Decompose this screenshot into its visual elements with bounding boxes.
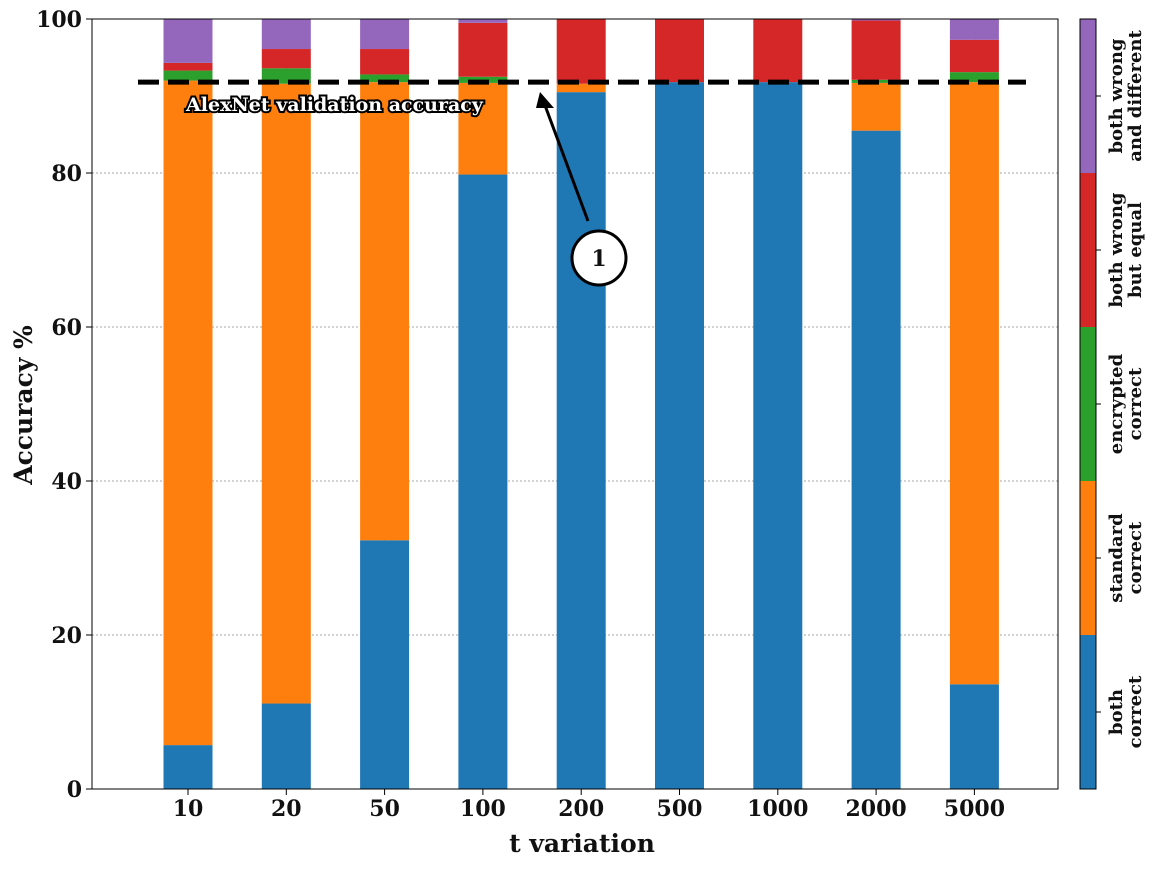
bar-segment-500-both-correct <box>655 82 704 789</box>
legend-label: encryptedcorrect <box>1106 353 1146 454</box>
legend-swatch-both-wrong-and-different <box>1080 19 1096 173</box>
legend-label-line: and different <box>1125 30 1146 162</box>
annotation-number: 1 <box>591 246 606 272</box>
y-tick-label: 100 <box>36 7 82 33</box>
x-tick-label: 2000 <box>845 796 906 822</box>
legend-label-line: but equal <box>1125 202 1146 298</box>
legend-swatch-encrypted-correct <box>1080 327 1096 481</box>
plot-frame <box>91 18 1059 790</box>
bar-segment-2000-both-wrong-but-equal <box>851 20 901 80</box>
legend-label: both wrongbut equal <box>1106 192 1146 307</box>
bar-segment-50-standard-correct <box>360 82 410 541</box>
bar-segment-2000-both-correct <box>851 130 901 789</box>
bar-segment-50-both-correct <box>360 540 410 789</box>
bar-segment-10-standard-correct <box>163 80 213 746</box>
bars <box>163 19 999 790</box>
legend-label: bothcorrect <box>1106 675 1146 748</box>
bar-segment-10-both-correct <box>163 745 213 789</box>
bar-segment-1000-both-correct <box>753 82 803 789</box>
bar-segment-500-both-wrong-but-equal <box>655 19 704 83</box>
bar-segment-100-both-wrong-but-equal <box>458 22 508 77</box>
annotation-circle <box>570 229 628 287</box>
bar-segment-20-both-wrong-and-different <box>261 19 311 50</box>
legend-swatch-standard-correct <box>1080 481 1096 635</box>
reference-line-label: AlexNet validation accuracy <box>185 94 484 116</box>
legend-label: both wrongand different <box>1106 30 1146 162</box>
bar-segment-50-encrypted-correct <box>360 74 410 83</box>
bar-segment-5000-both-correct <box>949 684 999 789</box>
bar-segment-1000-both-wrong-but-equal <box>753 19 803 83</box>
bar-segment-2000-both-wrong-and-different <box>851 19 901 21</box>
bar-segment-20-both-wrong-but-equal <box>261 49 311 69</box>
legend-frame <box>1079 18 1097 790</box>
legend-label-line: correct <box>1125 521 1146 594</box>
annotation-arrowhead <box>536 92 554 108</box>
colorbar-legend: bothcorrectstandardcorrectencryptedcorre… <box>1079 18 1146 790</box>
legend-swatch-both-correct <box>1080 635 1096 789</box>
legend-label-line: standard <box>1106 513 1127 603</box>
bar-segment-2000-standard-correct <box>851 82 901 131</box>
bar-segment-5000-both-wrong-and-different <box>949 19 999 40</box>
x-tick-label: 1000 <box>747 796 808 822</box>
x-axis-label: t variation <box>509 829 655 858</box>
bar-segment-100-both-wrong-and-different <box>458 19 508 23</box>
bar-segment-100-standard-correct <box>458 82 508 175</box>
bar-segment-200-standard-correct <box>556 83 606 93</box>
y-tick-label: 20 <box>51 623 82 649</box>
bar-segment-5000-both-wrong-but-equal <box>949 39 999 73</box>
bar-segment-100-both-correct <box>458 174 508 790</box>
x-tick-label: 10 <box>173 796 204 822</box>
x-tick-label: 20 <box>271 796 302 822</box>
y-tick-label: 0 <box>67 777 82 803</box>
bar-segment-50-both-wrong-but-equal <box>360 49 410 75</box>
bar-segment-20-both-correct <box>261 703 311 789</box>
x-tick-label: 5000 <box>944 796 1005 822</box>
bar-segment-10-encrypted-correct <box>163 70 213 81</box>
legend-label: standardcorrect <box>1106 513 1146 603</box>
reference-line-group: AlexNet validation accuracy 1 <box>138 79 1026 287</box>
bar-segment-200-both-wrong-but-equal <box>556 19 606 84</box>
x-tick-label: 100 <box>460 796 506 822</box>
bar-segment-200-both-correct <box>556 92 606 789</box>
annotation-arrow-shaft <box>541 99 590 222</box>
x-tick-label: 500 <box>657 796 703 822</box>
y-tick-label: 40 <box>51 469 82 495</box>
x-tick-label: 50 <box>369 796 400 822</box>
y-tick-label: 80 <box>51 161 82 187</box>
legend-label-line: encrypted <box>1106 353 1127 454</box>
bar-segment-5000-encrypted-correct <box>949 72 999 83</box>
axes: 0 20 40 60 80 100 10 20 50 100 200 500 1000 2000 5000 <box>36 7 1059 822</box>
legend-label-line: both wrong <box>1106 192 1127 307</box>
bar-segment-20-standard-correct <box>261 83 311 704</box>
bar-segment-50-both-wrong-and-different <box>360 19 410 50</box>
legend-swatch-both-wrong-but-equal <box>1080 173 1096 327</box>
bar-segment-10-both-wrong-and-different <box>163 19 213 63</box>
y-axis-label: Accuracy % <box>9 325 38 486</box>
legend-label-line: correct <box>1125 675 1146 748</box>
bar-segment-5000-standard-correct <box>949 82 999 685</box>
y-tick-label: 60 <box>51 315 82 341</box>
legend-label-line: both <box>1106 689 1127 735</box>
bar-segment-10-both-wrong-but-equal <box>163 62 213 71</box>
x-tick-label: 200 <box>558 796 604 822</box>
legend-label-line: both wrong <box>1106 38 1127 153</box>
legend-label-line: correct <box>1125 367 1146 440</box>
